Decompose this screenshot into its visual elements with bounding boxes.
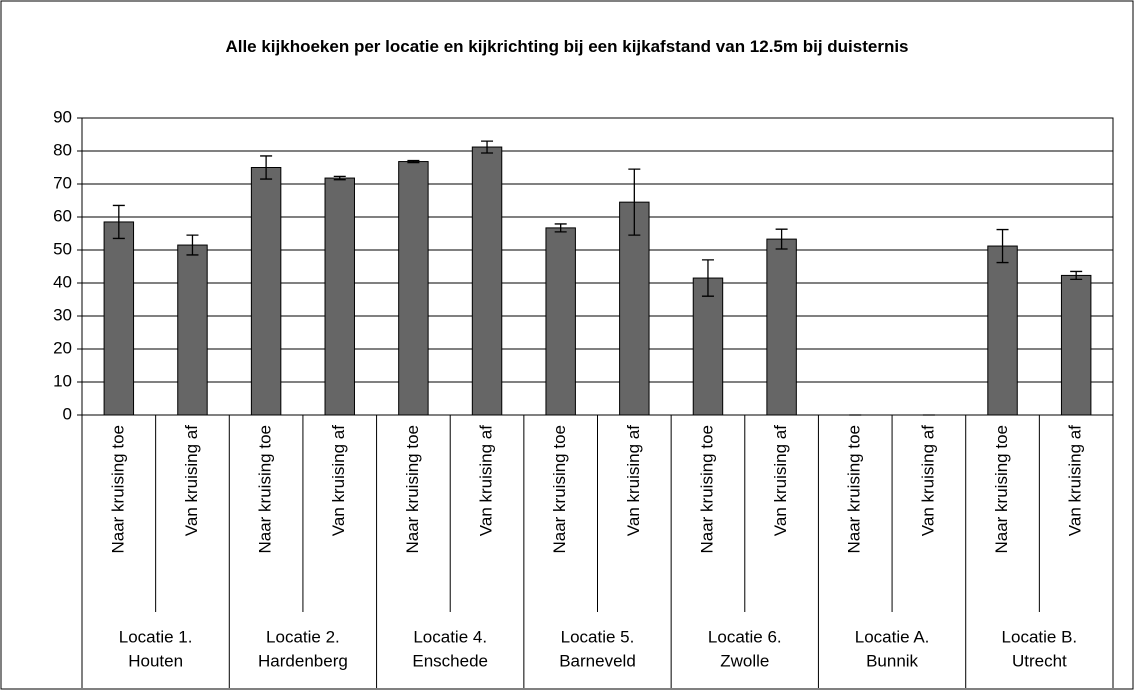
bar <box>250 167 282 416</box>
bar <box>177 244 208 416</box>
error-bar <box>112 204 125 240</box>
bar <box>619 201 650 416</box>
x-tick-label: Naar kruising toe <box>550 425 569 554</box>
error-bar <box>1070 270 1083 281</box>
group-label: Locatie 4. <box>413 627 487 646</box>
bar <box>766 238 797 416</box>
error-bar <box>996 228 1009 264</box>
bar <box>324 177 355 416</box>
group-label: Locatie 6. <box>708 627 782 646</box>
error-bar <box>186 234 199 256</box>
x-tick-label: Van kruising af <box>918 425 937 536</box>
group-label: Hardenberg <box>258 651 348 670</box>
group-label: Locatie 1. <box>119 627 193 646</box>
group-label: Locatie B. <box>1002 627 1078 646</box>
x-tick-label: Naar kruising toe <box>992 425 1011 554</box>
group-label: Utrecht <box>1012 651 1067 670</box>
y-tick-label: 10 <box>53 371 72 390</box>
y-tick-label: 0 <box>63 404 72 423</box>
x-tick-label: Van kruising af <box>182 425 201 536</box>
error-bar <box>628 168 641 236</box>
bar <box>545 227 576 416</box>
group-label: Enschede <box>412 651 488 670</box>
group-label: Houten <box>128 651 183 670</box>
error-bar <box>701 259 714 297</box>
y-tick-label: 30 <box>53 305 72 324</box>
y-tick-label: 60 <box>53 206 72 225</box>
bar <box>471 146 503 416</box>
group-label: Locatie A. <box>855 627 930 646</box>
x-tick-label: Van kruising af <box>771 425 790 536</box>
x-tick-label: Van kruising af <box>1066 425 1085 536</box>
error-bar <box>407 159 420 164</box>
group-label: Barneveld <box>559 651 636 670</box>
group-label: Bunnik <box>866 651 918 670</box>
bar <box>398 161 429 416</box>
x-tick-label: Van kruising af <box>329 425 348 536</box>
bar <box>1060 274 1092 416</box>
error-bar <box>775 228 788 250</box>
error-bar <box>333 175 346 181</box>
group-label: Locatie 2. <box>266 627 340 646</box>
bar <box>987 245 1018 416</box>
group-label: Zwolle <box>720 651 769 670</box>
y-tick-label: 50 <box>53 239 72 258</box>
x-tick-label: Van kruising af <box>477 425 496 536</box>
y-tick-label: 70 <box>53 173 72 192</box>
y-tick-label: 20 <box>53 338 72 357</box>
x-tick-label: Naar kruising toe <box>403 425 422 554</box>
group-label: Locatie 5. <box>561 627 635 646</box>
x-tick-label: Naar kruising toe <box>256 425 275 554</box>
bar <box>103 221 135 416</box>
chart-title: Alle kijkhoeken per locatie en kijkricht… <box>225 37 909 56</box>
x-tick-label: Van kruising af <box>624 425 643 536</box>
y-tick-label: 40 <box>53 272 72 291</box>
y-tick-label: 90 <box>53 107 72 126</box>
error-bar <box>554 223 567 233</box>
x-tick-label: Naar kruising toe <box>108 425 127 554</box>
y-tick-label: 80 <box>53 140 72 159</box>
error-bar <box>260 155 273 180</box>
error-bar <box>481 140 494 154</box>
bar <box>692 277 724 416</box>
x-tick-label: Naar kruising toe <box>697 425 716 554</box>
x-tick-label: Naar kruising toe <box>845 425 864 554</box>
